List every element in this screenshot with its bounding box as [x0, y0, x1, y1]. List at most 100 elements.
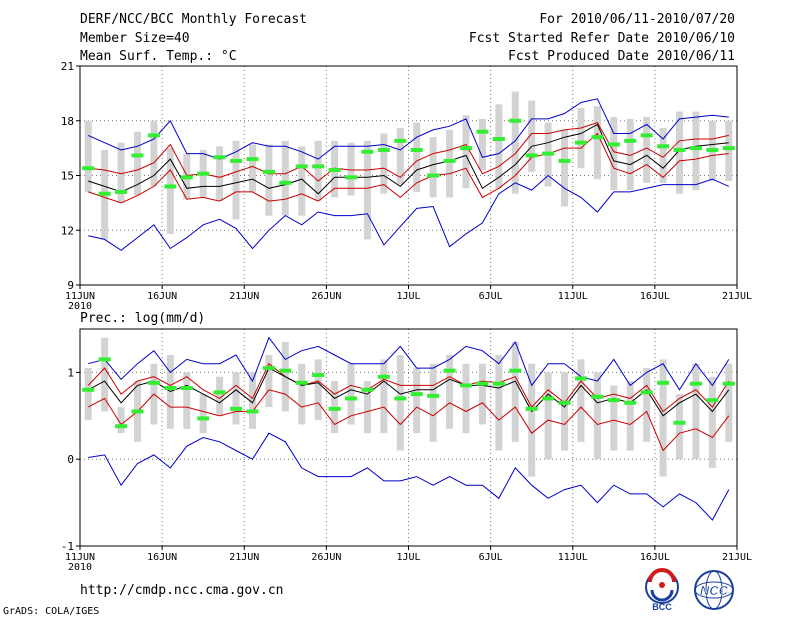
precip-spread-box	[708, 376, 716, 468]
precip-spread-box	[183, 372, 191, 429]
precip-median-marker	[525, 406, 538, 411]
temp-spread-box	[298, 146, 306, 216]
precip-spread-box	[396, 355, 404, 451]
temp-median-marker	[98, 191, 111, 196]
precip-x-tick-label: 26JUN	[311, 552, 341, 563]
temp-spread-box	[248, 144, 256, 192]
precip-median-marker	[624, 400, 637, 405]
ncc-logo: NCC	[694, 570, 734, 610]
precip-median-marker	[262, 366, 275, 371]
temp-x-tick-label: 6JUL	[479, 291, 503, 302]
ncc-logo-text: NCC	[700, 583, 729, 598]
precip-median-marker	[312, 373, 325, 378]
precip-spread-box	[462, 363, 470, 434]
temp-max-line	[87, 98, 729, 160]
temp-min-line	[88, 174, 730, 251]
temp-lower-line	[88, 132, 729, 204]
temp-median-marker	[328, 168, 341, 173]
temp-spread-box	[166, 148, 174, 234]
precip-median-marker	[197, 416, 210, 421]
temp-spread-box	[462, 115, 470, 189]
temp-spread-box	[380, 133, 388, 194]
variable-label: Mean Surf. Temp.: °C	[80, 49, 237, 64]
precip-spread-box	[544, 372, 552, 460]
precip-spread-box	[478, 363, 486, 425]
temp-spread-box	[511, 91, 519, 194]
temp-median-marker	[492, 137, 505, 141]
precip-median-marker	[492, 381, 505, 386]
temp-spread-box	[347, 142, 355, 196]
precip-median-marker	[345, 396, 358, 401]
precip-spread-box	[626, 381, 634, 451]
precip-spread-box	[528, 363, 536, 477]
precip-x-tick-label: 21JUN	[229, 552, 259, 563]
precip-max-line	[88, 336, 730, 391]
precip-spread-box	[216, 376, 224, 416]
precip-spread-box	[725, 363, 733, 442]
precip-median-marker	[542, 396, 555, 401]
temp-spread-box	[133, 131, 141, 196]
temp-x-year-label: 2010	[68, 301, 92, 312]
precip-spread-box	[593, 372, 601, 460]
temp-spread-box	[396, 128, 404, 185]
temp-median-marker	[246, 157, 259, 162]
temp-median-marker	[131, 153, 144, 158]
temp-x-tick-label: 16JUL	[640, 291, 670, 302]
temp-x-tick-label: 1JUL	[396, 291, 420, 302]
precip-median-marker	[640, 390, 653, 395]
forecast-period: For 2010/06/11-2010/07/20	[539, 12, 735, 27]
precip-spread-box	[265, 355, 273, 408]
temp-median-marker	[657, 144, 670, 149]
precip-median-marker	[427, 393, 440, 398]
temp-median-marker	[82, 166, 95, 171]
temp-x-tick-label: 11JUL	[558, 291, 588, 302]
precip-median-marker	[180, 386, 193, 391]
temp-spread-box	[528, 100, 536, 172]
temp-x-tick-label: 16JUN	[147, 291, 177, 302]
precip-title: Prec.: log(mm/d)	[80, 311, 206, 326]
temp-spread-box	[725, 120, 733, 181]
temp-median-marker	[673, 147, 686, 152]
temp-spread-box	[446, 129, 454, 198]
precip-x-tick-label: 6JUL	[479, 552, 503, 563]
precip-median-marker	[115, 424, 128, 429]
precip-median-marker	[443, 368, 456, 373]
precip-x-tick-label: 1JUL	[396, 552, 420, 563]
precip-median-marker	[394, 396, 407, 401]
temp-median-marker	[591, 135, 604, 140]
source-url[interactable]: http://cmdp.ncc.cma.gov.cn	[80, 583, 284, 598]
temp-median-marker	[213, 155, 226, 160]
precip-median-marker	[164, 386, 177, 391]
temp-median-marker	[443, 158, 456, 163]
temp-spread-box	[610, 117, 618, 191]
precip-spread-box	[380, 359, 388, 434]
precip-spread-box	[429, 363, 437, 442]
temp-median-marker	[279, 180, 292, 185]
precip-median-marker	[328, 406, 341, 411]
precip-spread-box	[101, 337, 109, 412]
precip-spread-box	[84, 368, 92, 421]
precip-spread-box	[511, 342, 519, 442]
precip-x-tick-label: 16JUL	[640, 552, 670, 563]
precip-spread-box	[676, 394, 684, 460]
precip-spread-box	[314, 359, 322, 421]
precip-y-tick-label: 1	[67, 366, 74, 379]
precip-spread-box	[199, 394, 207, 434]
temp-median-marker	[295, 164, 308, 169]
precip-median-marker	[459, 383, 472, 388]
precip-median-marker	[295, 380, 308, 385]
temp-median-marker	[394, 138, 407, 143]
precip-median-marker	[558, 400, 571, 405]
temp-median-marker	[312, 164, 325, 169]
temp-spread-box	[692, 111, 700, 191]
temp-spread-box	[281, 140, 289, 216]
precip-median-marker	[82, 387, 95, 392]
temp-median-marker	[640, 133, 653, 138]
temp-spread-box	[626, 118, 634, 191]
precip-median-marker	[98, 357, 111, 362]
precip-median-marker	[147, 380, 160, 385]
temp-median-marker	[558, 158, 571, 163]
temp-median-marker	[377, 147, 390, 152]
precip-median-marker	[673, 420, 686, 425]
precip-plot-frame	[79, 328, 738, 547]
